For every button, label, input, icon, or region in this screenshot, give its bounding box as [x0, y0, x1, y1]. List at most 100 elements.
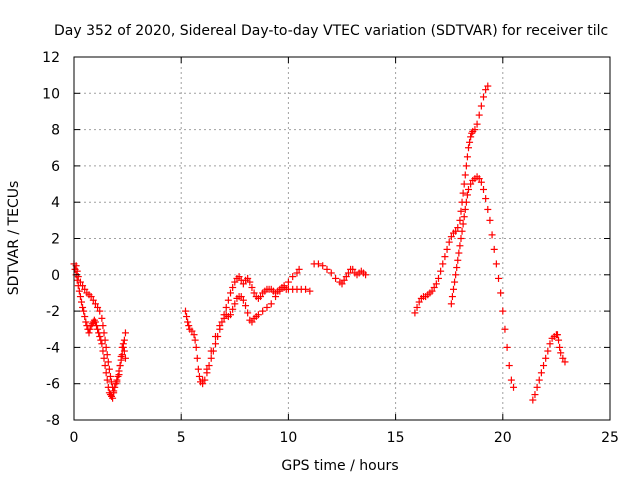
data-point — [468, 129, 476, 137]
data-point — [229, 284, 237, 292]
data-point — [499, 307, 507, 315]
data-point — [445, 238, 453, 246]
data-point — [449, 285, 457, 293]
data-point — [464, 185, 472, 193]
data-point — [93, 322, 101, 330]
data-point — [559, 354, 567, 362]
data-point — [244, 274, 252, 282]
data-point — [537, 369, 545, 377]
data-point — [259, 307, 267, 315]
data-point — [486, 216, 494, 224]
data-point — [188, 327, 196, 335]
data-point — [104, 358, 112, 366]
data-point — [96, 333, 104, 341]
data-point — [100, 354, 108, 362]
data-point — [74, 273, 82, 281]
data-point — [510, 383, 518, 391]
x-tick-label: 20 — [494, 430, 512, 446]
data-point — [555, 336, 563, 344]
data-point — [73, 276, 81, 284]
data-point — [80, 307, 88, 315]
data-point — [248, 318, 256, 326]
data-point — [212, 340, 220, 348]
data-point — [462, 198, 470, 206]
y-tick-label: 2 — [51, 232, 60, 248]
data-point — [193, 354, 201, 362]
data-point — [91, 318, 99, 326]
y-tick-label: 4 — [51, 195, 60, 211]
data-point — [85, 329, 93, 337]
data-point — [447, 233, 455, 241]
data-point — [461, 205, 469, 213]
data-point — [239, 296, 247, 304]
data-point — [430, 284, 438, 292]
data-point — [462, 162, 470, 170]
data-point — [105, 365, 113, 373]
data-point — [497, 289, 505, 297]
x-tick-label: 5 — [177, 430, 186, 446]
data-point — [246, 278, 254, 286]
data-point — [488, 231, 496, 239]
data-point — [79, 303, 87, 311]
y-tick-label: 8 — [51, 123, 60, 139]
data-point — [482, 86, 490, 94]
data-point — [191, 336, 199, 344]
data-point — [284, 278, 292, 286]
data-point — [106, 372, 114, 380]
data-point — [185, 322, 193, 330]
data-point — [183, 313, 191, 321]
data-point — [207, 347, 215, 355]
data-point — [89, 296, 97, 304]
chart-title: Day 352 of 2020, Sidereal Day-to-day VTE… — [54, 23, 608, 39]
x-tick-label: 0 — [70, 430, 79, 446]
data-point — [459, 189, 467, 197]
data-point — [227, 311, 235, 319]
data-point — [109, 383, 117, 391]
data-point — [332, 274, 340, 282]
data-point — [220, 314, 228, 322]
data-point — [235, 273, 243, 281]
data-point — [448, 293, 456, 301]
data-points — [70, 82, 569, 404]
data-point — [463, 153, 471, 161]
data-point — [231, 278, 239, 286]
data-point — [466, 138, 474, 146]
data-point — [119, 340, 127, 348]
data-point — [460, 213, 468, 221]
data-point — [480, 93, 488, 101]
data-point — [475, 111, 483, 119]
data-point — [480, 185, 488, 193]
data-point — [195, 372, 203, 380]
data-point — [212, 333, 220, 341]
data-point — [453, 264, 461, 272]
y-axis-label: SDTVAR / TECUs — [6, 181, 22, 296]
y-tick-label: 12 — [42, 50, 60, 66]
data-point — [248, 284, 256, 292]
data-point — [289, 273, 297, 281]
data-point — [458, 227, 466, 235]
data-point — [452, 271, 460, 279]
data-point — [229, 305, 237, 313]
data-point — [99, 347, 107, 355]
data-point — [237, 293, 245, 301]
data-point — [276, 287, 284, 295]
y-tick-label: -4 — [46, 340, 60, 356]
data-point — [477, 178, 485, 186]
data-point — [76, 293, 84, 301]
data-point — [112, 380, 120, 388]
data-point — [263, 303, 271, 311]
data-point — [242, 302, 250, 310]
data-point — [428, 287, 436, 295]
data-point — [495, 274, 503, 282]
data-point — [121, 354, 129, 362]
data-point — [216, 322, 224, 330]
data-point — [456, 216, 464, 224]
data-point — [222, 303, 230, 311]
y-tick-label: 0 — [51, 268, 60, 284]
data-point — [190, 331, 198, 339]
data-point — [531, 391, 539, 399]
data-point — [203, 365, 211, 373]
data-point — [102, 369, 110, 377]
data-point — [239, 280, 247, 288]
data-point — [556, 343, 564, 351]
